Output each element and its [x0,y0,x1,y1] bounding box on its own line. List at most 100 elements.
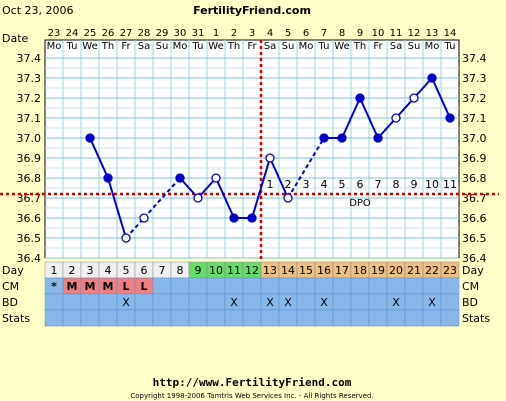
stats-cell [116,309,136,327]
weekday-label: Tu [192,41,204,52]
y-tick-label-left: 37.4 [17,52,42,65]
stats-cell [242,309,262,327]
y-tick-label-right: 37.0 [462,132,487,145]
plot-background [44,39,460,259]
date-label: 9 [357,28,363,39]
y-tick-label-right: 36.9 [462,152,487,165]
dpo-label: 10 [425,178,439,191]
y-tick-label-right: 37.2 [462,92,487,105]
temp-segment [431,77,451,119]
weekday-label: Sa [390,41,402,52]
y-tick-label-left: 36.4 [17,252,42,265]
day-number: 4 [105,264,112,277]
day-number: 22 [425,264,439,277]
stats-cell [368,309,388,327]
dpo-label: 4 [321,178,328,191]
bd-cell [404,293,424,311]
day-number: 1 [51,264,58,277]
grid [44,39,460,259]
cm-value: M [67,280,78,293]
temp-segment [341,97,361,139]
y-tick-label-left: 36.6 [17,212,42,225]
cm-cell [206,277,226,295]
bd-cell [188,293,208,311]
weekday-label: Sa [264,41,276,52]
date-label: 10 [372,28,385,39]
weekday-label: We [208,41,223,52]
cm-cell [332,277,352,295]
day-row-label-right: Day [462,264,484,277]
day-number: 23 [443,264,457,277]
temp-point-open [121,233,131,243]
temp-point [103,173,113,183]
weekday-label: Su [156,41,169,52]
dpo-label: 7 [375,178,382,191]
y-tick-label-right: 36.6 [462,212,487,225]
day-number: 5 [123,264,130,277]
bd-cell [296,293,316,311]
dpo-label: 2 [285,178,292,191]
y-tick-label-left: 36.5 [17,232,42,245]
day-number: 19 [371,264,385,277]
cm-cell [422,277,442,295]
date-label: 29 [156,28,169,39]
dpo-label: 11 [443,178,457,191]
day-number: 2 [69,264,76,277]
day-number: 17 [335,264,349,277]
temp-point-open [265,153,275,163]
y-tick-label-left: 37.0 [17,132,42,145]
day-number: 11 [227,264,241,277]
stats-cell [98,309,118,327]
temp-segment [251,157,271,219]
cm-value: M [85,280,96,293]
weekday-label: Fr [373,41,383,52]
cm-cell [440,277,460,295]
date-label: 2 [231,28,237,39]
stats-cell [440,309,460,327]
temp-point [247,213,257,223]
cm-cell [368,277,388,295]
day-number: 8 [177,264,184,277]
day-number: 10 [209,264,223,277]
bd-row-label-right: BD [462,296,478,309]
bd-cell [332,293,352,311]
stats-cell [134,309,154,327]
date-label: 28 [138,28,151,39]
footer-copyright: Copyright 1998-2006 Tamtris Web Services… [130,392,373,400]
bd-value: X [428,296,436,309]
bd-value: X [122,296,130,309]
cm-cell [314,277,334,295]
date-label: 4 [267,28,273,39]
temp-segment [107,177,127,239]
day-number: 15 [299,264,313,277]
temp-point [355,93,365,103]
day-number: 6 [141,264,148,277]
bottom-rows: 1 2 3 4 5 6 7 8 9 10 11 12 13 14 15 16 17 18 19 20 21 22 23Day… [2,261,490,327]
weekday-label: Su [408,41,421,52]
bd-cell [170,293,190,311]
bd-cell [206,293,226,311]
y-tick-label-right: 37.3 [462,72,487,85]
weekday-label: Mo [47,41,62,52]
cm-cell [224,277,244,295]
temperature-line: 1 2 3 4 5 6 7 8 9 10 11 DPO [0,40,499,262]
day-row-label: Day [2,264,24,277]
y-tick-label-left: 37.1 [17,112,42,125]
temp-segment [89,137,109,179]
temp-point [229,213,239,223]
date-label: 3 [249,28,255,39]
y-tick-label-left: 37.2 [17,92,42,105]
dpo-label: 9 [411,178,418,191]
weekday-label: Tu [66,41,78,52]
stats-cell [422,309,442,327]
cm-row-label: CM [2,280,19,293]
footer-url[interactable]: http://www.FertilityFriend.com [153,376,352,389]
weekday-label: Mo [299,41,314,52]
cm-cell [170,277,190,295]
stats-cell [224,309,244,327]
site-title[interactable]: FertilityFriend.com [193,4,311,17]
bd-cell [242,293,262,311]
day-number: 18 [353,264,367,277]
date-label: 1 [213,28,219,39]
day-number: 3 [87,264,94,277]
